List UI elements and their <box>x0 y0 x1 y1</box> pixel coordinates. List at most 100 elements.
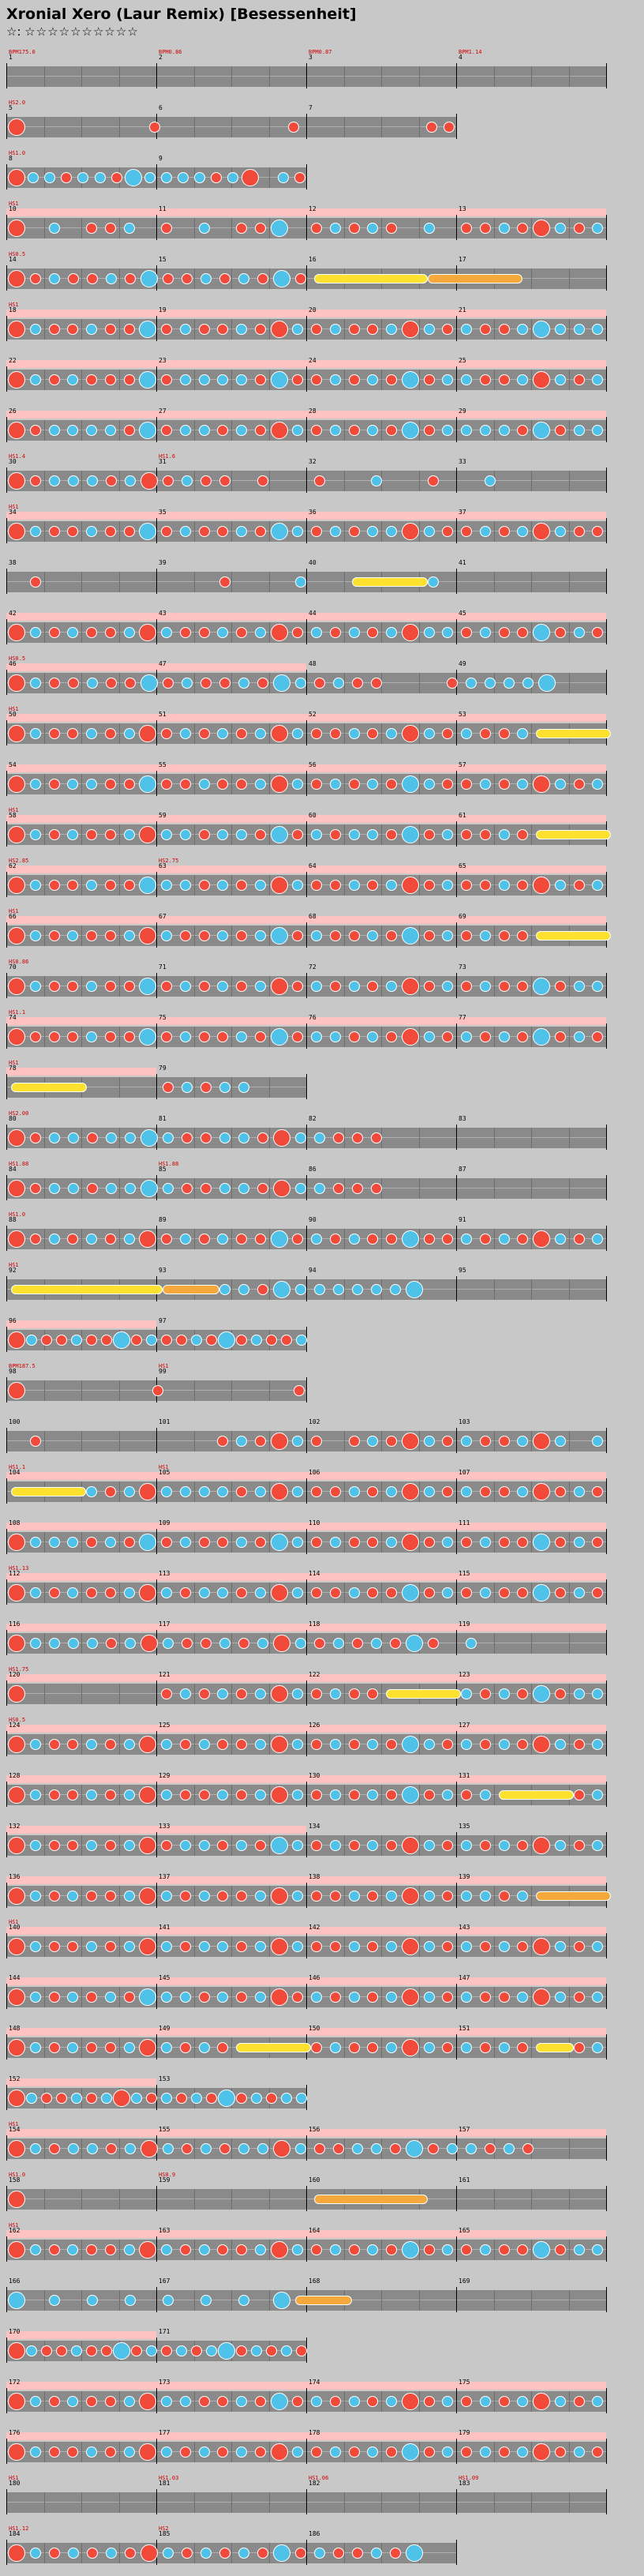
ka-note <box>254 1941 266 1952</box>
beat-line <box>268 268 270 289</box>
beat-line <box>381 1431 382 1451</box>
don-note <box>257 475 268 486</box>
don-note <box>8 1887 25 1905</box>
don-note <box>479 1031 491 1042</box>
measure-line <box>6 1327 7 1352</box>
beat-line <box>231 1128 232 1148</box>
tempo-marker: HS1 <box>9 2222 19 2229</box>
ka-note <box>442 425 454 436</box>
don-note <box>281 1335 292 1346</box>
measure-number: 51 <box>159 711 167 718</box>
beat-line <box>568 370 570 390</box>
don-note <box>8 2342 25 2360</box>
measure-number: 116 <box>9 1620 21 1628</box>
don-note <box>254 1840 266 1851</box>
ka-note <box>273 2292 290 2309</box>
tempo-marker: HS2.85 <box>9 858 29 864</box>
don-note <box>86 2345 97 2356</box>
ka-note <box>179 526 191 537</box>
don-note <box>48 779 60 790</box>
measure-number: 110 <box>309 1519 320 1526</box>
beat-line <box>381 1734 382 1755</box>
beat-line <box>268 2189 270 2210</box>
beat-line <box>418 1886 420 1906</box>
beat-line <box>81 218 82 238</box>
measure-line <box>456 619 457 644</box>
don-note <box>161 728 172 739</box>
don-note <box>104 2244 116 2255</box>
ka-note <box>386 1537 397 1548</box>
don-note <box>140 2140 158 2157</box>
measure-number: 176 <box>9 2429 21 2436</box>
don-note <box>104 2446 116 2458</box>
ka-note <box>386 627 397 638</box>
beat-line <box>43 1936 45 1957</box>
don-note <box>348 374 360 385</box>
don-note <box>161 779 172 790</box>
don-note <box>401 523 419 540</box>
measure-line <box>6 569 7 594</box>
beat-line <box>343 1027 345 1047</box>
ka-note <box>592 1941 604 1952</box>
don-note <box>292 981 304 992</box>
beat-line <box>493 420 495 441</box>
don-note <box>479 324 491 335</box>
beat-line <box>531 370 532 390</box>
beat-line <box>268 1835 270 1856</box>
don-note <box>461 2396 472 2407</box>
tempo-marker: HS1 <box>9 302 19 308</box>
tempo-marker: HS2.75 <box>159 858 179 864</box>
beat-line <box>531 420 532 441</box>
measure-line <box>6 1276 7 1301</box>
beat-line <box>268 521 270 542</box>
don-note <box>270 624 288 641</box>
don-note <box>423 880 435 891</box>
don-note <box>163 1082 174 1093</box>
don-note <box>139 2443 157 2461</box>
chart-row: 34 35 36 37 HS1 <box>6 504 607 554</box>
don-note <box>367 1941 379 1952</box>
ka-note <box>67 930 79 941</box>
don-note <box>198 1537 210 1548</box>
balloon-note <box>428 274 522 284</box>
don-note <box>161 1335 172 1346</box>
don-note <box>270 877 288 894</box>
ka-note <box>198 1840 210 1851</box>
ka-note <box>592 1436 604 1447</box>
don-note <box>270 1736 288 1753</box>
don-note <box>211 172 223 183</box>
ka-note <box>479 1891 491 1902</box>
don-note <box>371 1132 382 1143</box>
balloon-note <box>314 2195 428 2204</box>
beat-line <box>118 1532 120 1553</box>
ka-note <box>30 678 41 689</box>
ka-note <box>573 425 585 436</box>
don-note <box>329 829 341 840</box>
ka-note <box>123 2244 135 2255</box>
measure-line <box>6 1883 7 1908</box>
measure-number: 75 <box>159 1014 167 1021</box>
don-note <box>48 2446 60 2458</box>
measure-number: 74 <box>9 1014 17 1021</box>
don-note <box>123 1537 135 1548</box>
ka-note <box>423 1436 435 1447</box>
don-note <box>198 930 210 941</box>
don-note <box>217 526 229 537</box>
don-note <box>139 2241 157 2259</box>
don-note <box>442 1234 454 1245</box>
beat-line <box>231 319 232 340</box>
measure-number: 40 <box>309 559 316 566</box>
chart-row: 10 11 12 13 HS1 <box>6 201 607 251</box>
ka-note <box>466 678 477 689</box>
don-note <box>498 981 510 992</box>
ka-note <box>592 2042 604 2053</box>
ka-note <box>179 728 191 739</box>
ka-note <box>86 1234 97 1245</box>
measure-number: 184 <box>9 2530 21 2537</box>
don-note <box>423 425 435 436</box>
don-note <box>367 1537 379 1548</box>
beat-line <box>268 117 270 137</box>
don-note <box>86 374 97 385</box>
star-rating: ☆☆☆☆☆☆☆☆☆☆ <box>24 24 139 39</box>
don-note <box>217 2244 229 2255</box>
